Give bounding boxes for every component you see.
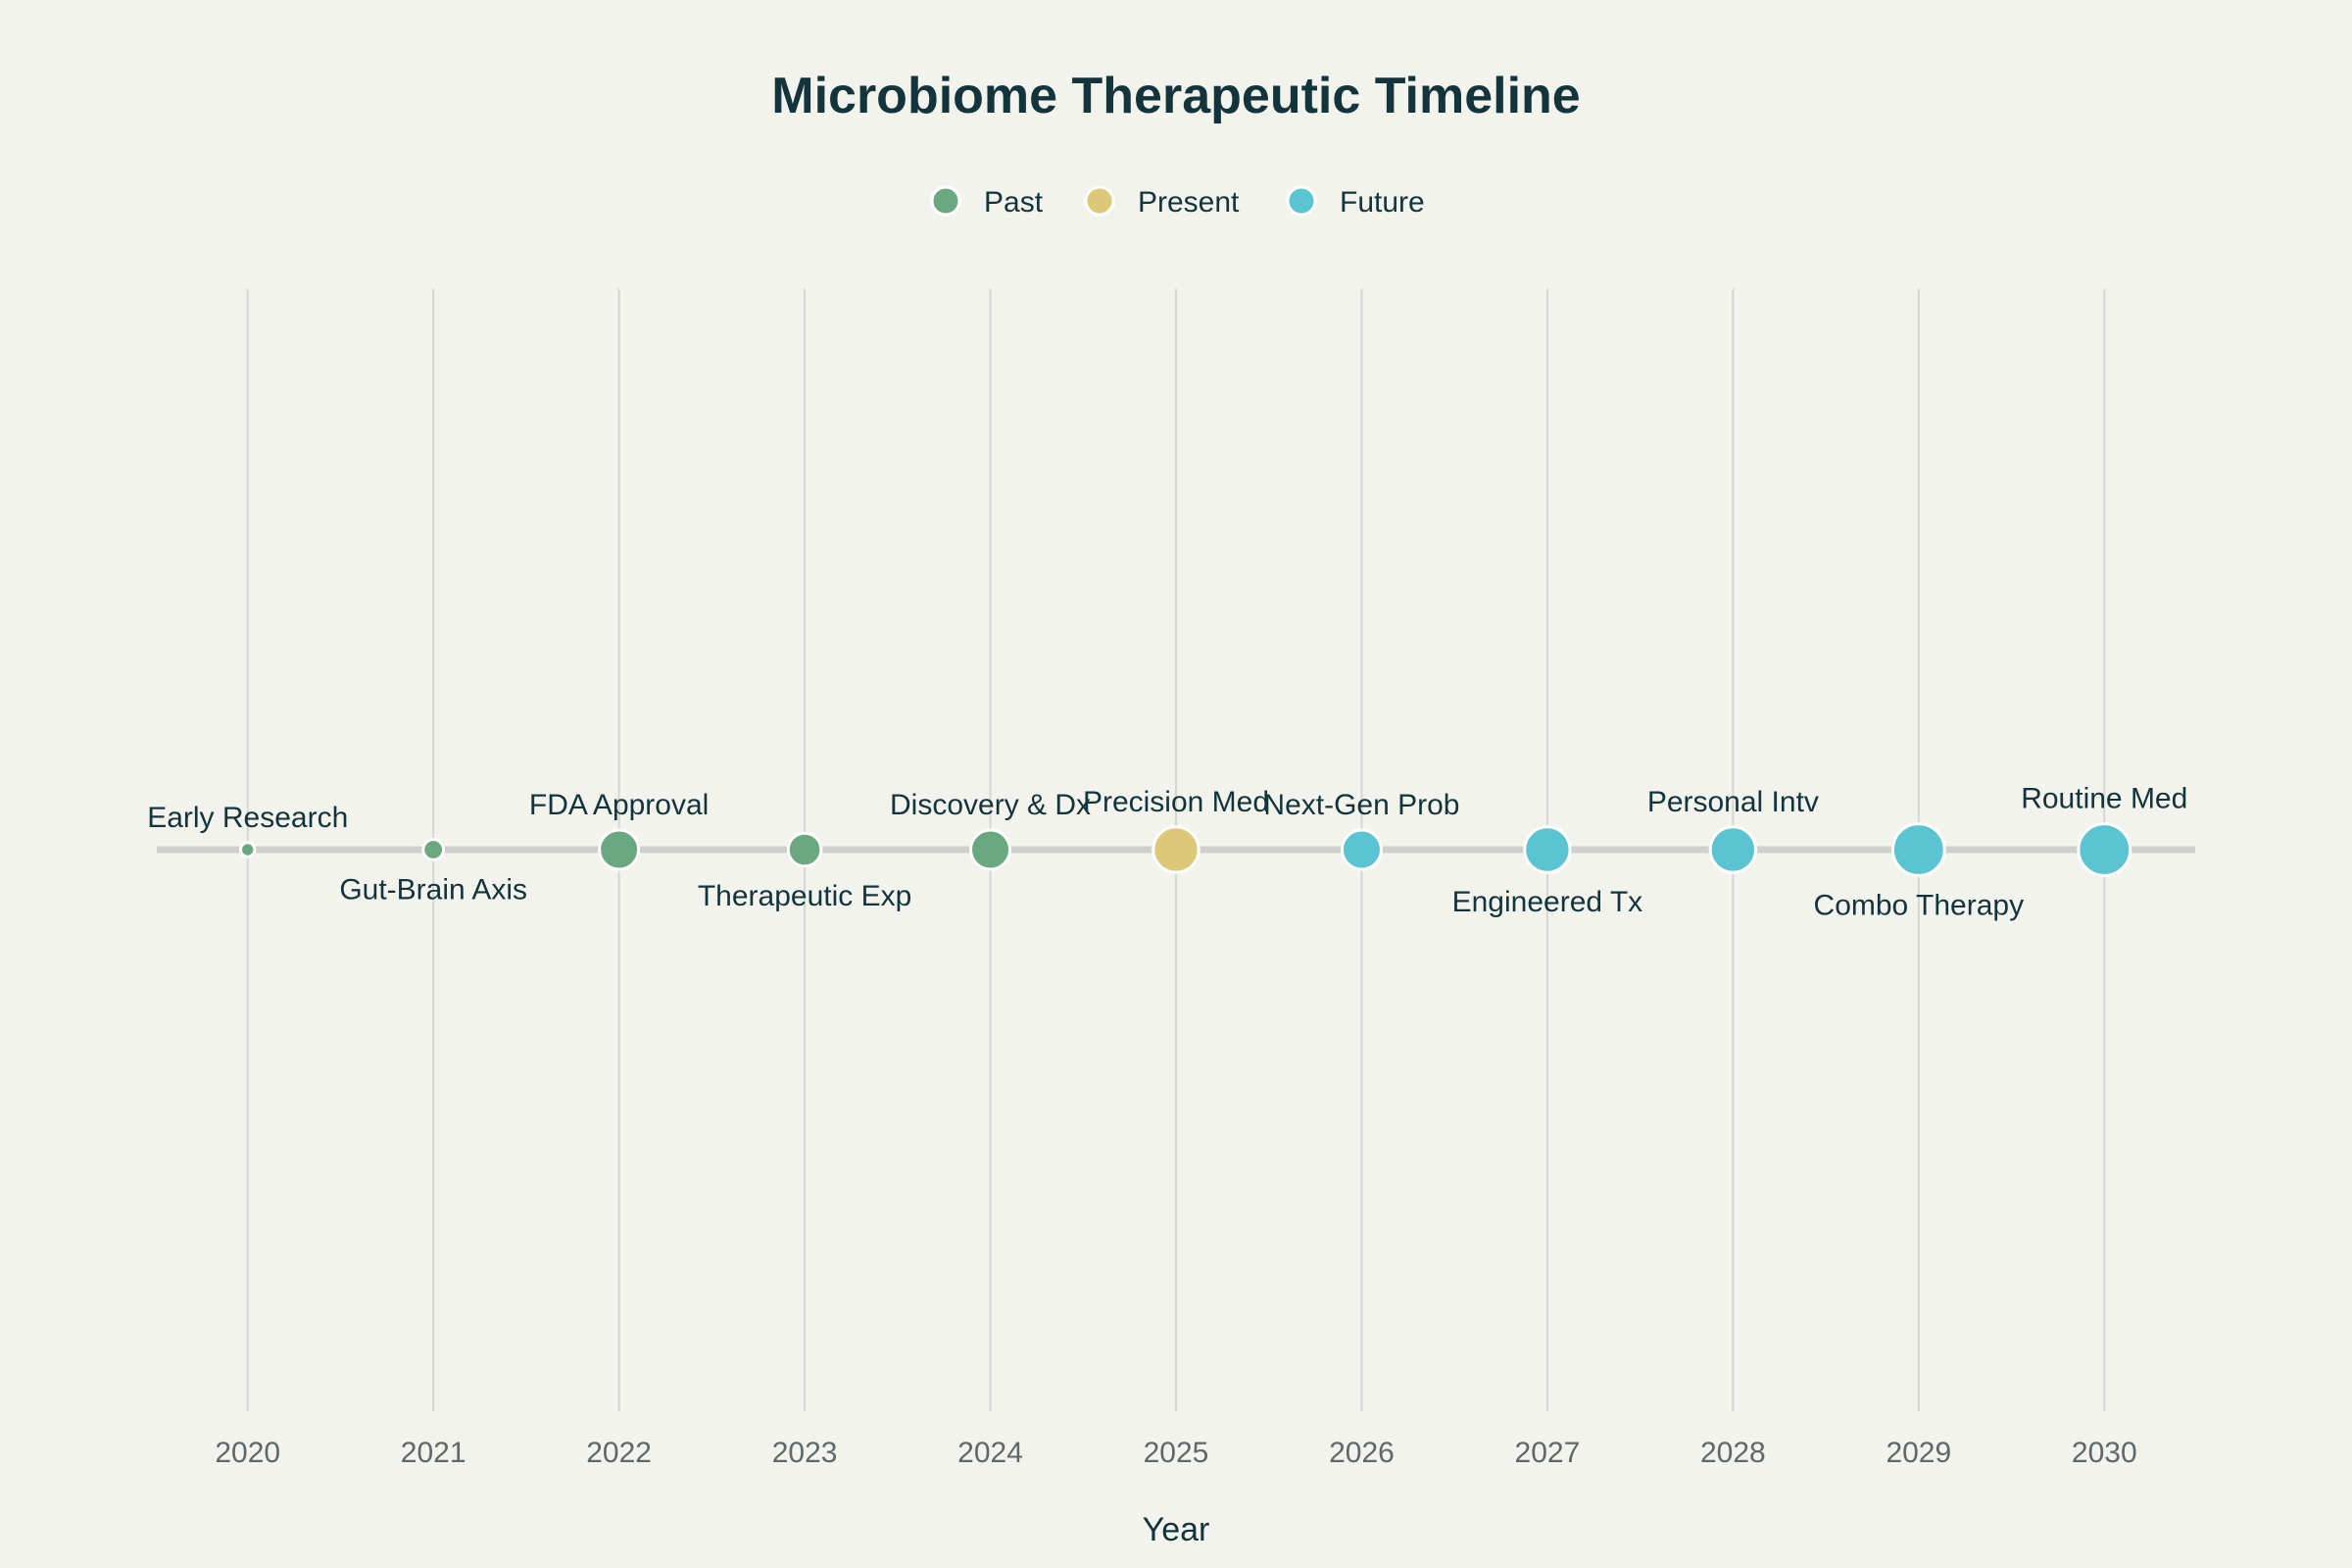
event-marker-engineered-tx[interactable]	[1523, 825, 1572, 874]
x-tick-label-2027: 2027	[1515, 1437, 1581, 1469]
chart-title: Microbiome Therapeutic Timeline	[771, 68, 1580, 124]
event-marker-discovery-dx[interactable]	[969, 828, 1012, 871]
event-label-combo-therapy: Combo Therapy	[1814, 889, 2025, 921]
x-tick-label-2022: 2022	[586, 1437, 652, 1469]
x-tick-label-2030: 2030	[2072, 1437, 2137, 1469]
legend: Past Present Future	[930, 185, 1425, 219]
event-marker-fda-approval[interactable]	[598, 828, 641, 871]
event-marker-routine-med[interactable]	[2077, 822, 2132, 877]
event-labels: Early Research Gut-Brain Axis FDA Approval…	[147, 783, 2187, 922]
x-axis-tick-labels: 2020 2021 2022 2023 2024 2025 2026 2027 2028 2029…	[215, 1437, 2136, 1469]
legend-marker-past	[930, 185, 961, 217]
event-marker-therapeutic-exp[interactable]	[786, 831, 823, 868]
event-label-engineered-tx: Engineered Tx	[1452, 886, 1643, 918]
legend-label-past: Past	[984, 186, 1044, 219]
legend-label-present: Present	[1138, 186, 1240, 219]
event-label-routine-med: Routine Med	[2021, 783, 2187, 815]
legend-item-future[interactable]: Future	[1286, 185, 1425, 219]
x-axis-title: Year	[1143, 1511, 1210, 1548]
event-marker-gut-brain-axis[interactable]	[421, 838, 446, 861]
legend-marker-present	[1084, 185, 1115, 217]
x-tick-label-2024: 2024	[957, 1437, 1023, 1469]
legend-label-future: Future	[1340, 186, 1425, 219]
event-label-fda-approval: FDA Approval	[529, 789, 709, 821]
event-markers	[239, 822, 2132, 877]
x-tick-label-2029: 2029	[1886, 1437, 1951, 1469]
event-label-next-gen-prob: Next-Gen Prob	[1263, 789, 1459, 821]
event-label-gut-brain-axis: Gut-Brain Axis	[339, 873, 527, 906]
event-marker-early-research[interactable]	[239, 841, 257, 858]
event-marker-next-gen-prob[interactable]	[1340, 828, 1383, 871]
x-tick-label-2028: 2028	[1700, 1437, 1766, 1469]
event-label-personal-intv: Personal Intv	[1647, 786, 1819, 818]
event-label-discovery-dx: Discovery & Dx	[890, 789, 1091, 821]
legend-item-present[interactable]: Present	[1084, 185, 1240, 219]
legend-item-past[interactable]: Past	[930, 185, 1044, 219]
x-tick-label-2021: 2021	[401, 1437, 466, 1469]
x-tick-label-2025: 2025	[1144, 1437, 1209, 1469]
legend-marker-future	[1286, 185, 1317, 217]
event-marker-precision-med[interactable]	[1152, 825, 1200, 874]
event-label-early-research: Early Research	[147, 802, 348, 834]
event-marker-personal-intv[interactable]	[1708, 825, 1758, 874]
x-tick-label-2026: 2026	[1329, 1437, 1395, 1469]
event-marker-combo-therapy[interactable]	[1890, 822, 1946, 877]
event-label-precision-med: Precision Med	[1083, 786, 1269, 818]
x-tick-label-2020: 2020	[215, 1437, 280, 1469]
event-label-therapeutic-exp: Therapeutic Exp	[698, 880, 911, 912]
x-tick-label-2023: 2023	[772, 1437, 838, 1469]
